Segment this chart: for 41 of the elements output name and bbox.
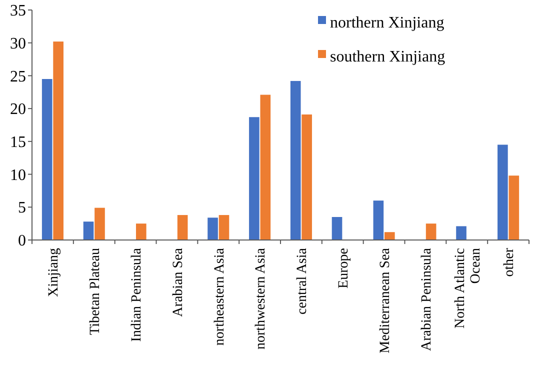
bar xyxy=(332,217,342,240)
x-tick-label: northeastern Asia xyxy=(212,247,228,346)
y-tick-label: 30 xyxy=(10,35,26,52)
x-tick-label: Arabian Peninsula xyxy=(419,247,434,352)
bar xyxy=(508,176,520,240)
bar xyxy=(177,215,188,240)
y-tick-label: 20 xyxy=(10,101,26,118)
legend-label: northern Xinjiang xyxy=(330,14,444,32)
bar xyxy=(260,94,271,240)
bar xyxy=(53,42,64,240)
bar xyxy=(249,117,260,240)
bar xyxy=(42,79,52,240)
bar xyxy=(302,114,312,240)
bar xyxy=(136,224,146,240)
x-tick-label: central Asia xyxy=(295,247,310,314)
bar xyxy=(208,218,218,240)
bar xyxy=(94,208,105,240)
x-tick-label: Tibetan Plateau xyxy=(88,248,104,335)
y-tick-label: 25 xyxy=(10,68,26,86)
bar xyxy=(456,226,466,240)
x-tick-label: Xinjiang xyxy=(46,248,62,297)
x-tick-label: northwestern Asia xyxy=(254,247,269,350)
bar xyxy=(290,80,301,240)
x-tick-label: Mediterranean Sea xyxy=(378,247,393,354)
bar xyxy=(384,232,395,240)
bar xyxy=(83,222,94,240)
y-tick-label: 5 xyxy=(18,200,26,217)
y-tick-label: 10 xyxy=(10,166,26,184)
x-tick-label: other xyxy=(502,248,518,277)
y-tick-label: 0 xyxy=(18,232,26,250)
x-tick-label: Europe xyxy=(336,248,352,288)
y-tick-label: 35 xyxy=(10,2,26,20)
x-tick-label: North Atlantic Ocean xyxy=(453,248,484,328)
x-tick-label: Indian Peninsula xyxy=(129,247,144,342)
bar xyxy=(498,144,508,240)
y-tick-label: 15 xyxy=(10,134,26,152)
bar xyxy=(426,224,436,240)
bar xyxy=(373,200,384,240)
bar xyxy=(218,215,230,240)
legend-label: southern Xinjiang xyxy=(330,48,446,66)
x-tick-label: Arabian Sea xyxy=(170,247,186,317)
